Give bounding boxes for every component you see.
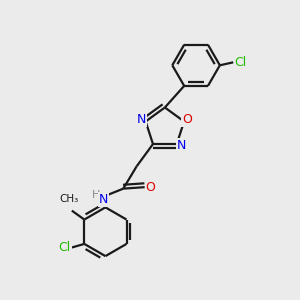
Text: N: N	[176, 139, 186, 152]
Text: N: N	[136, 113, 146, 127]
Text: H: H	[92, 190, 100, 200]
Text: O: O	[146, 181, 155, 194]
Text: Cl: Cl	[235, 56, 247, 69]
Text: O: O	[182, 113, 192, 127]
Text: CH₃: CH₃	[60, 194, 79, 204]
Text: Cl: Cl	[58, 241, 70, 254]
Text: N: N	[99, 193, 108, 206]
